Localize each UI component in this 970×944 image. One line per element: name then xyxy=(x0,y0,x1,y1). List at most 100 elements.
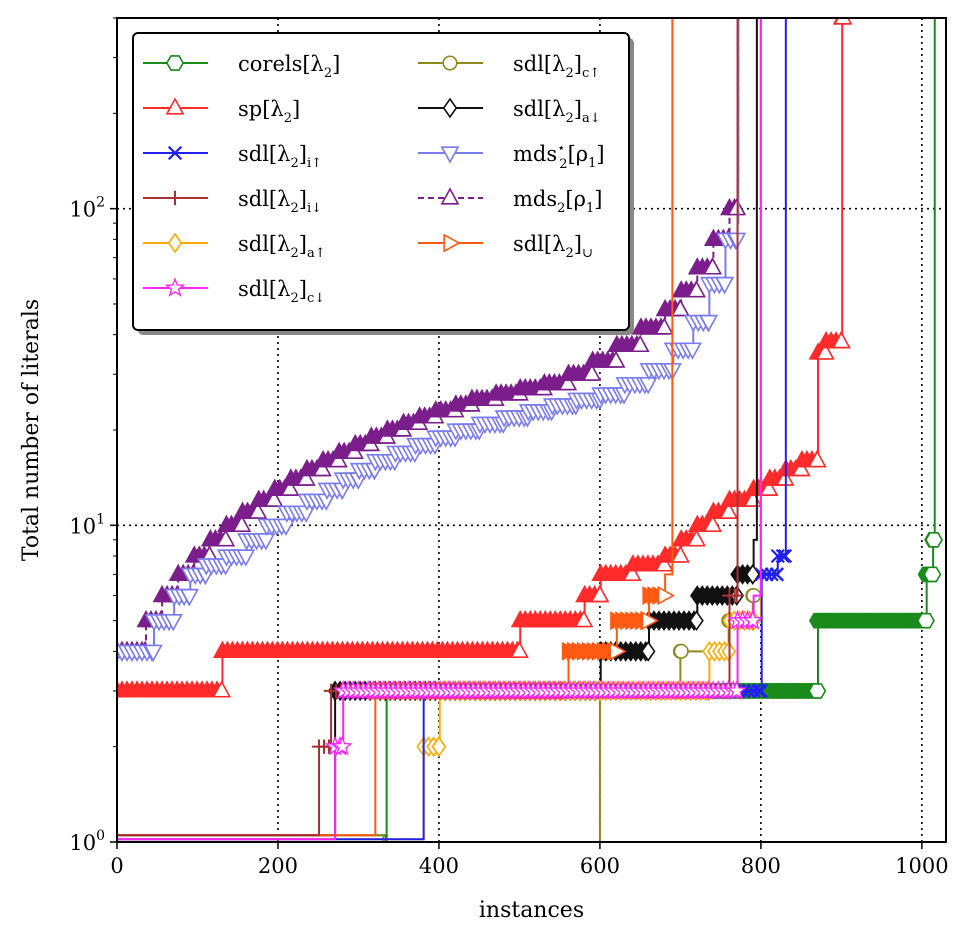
legend-box xyxy=(132,32,630,331)
legend-item: sdl[λ2]i↑ xyxy=(143,142,322,171)
data-point xyxy=(657,586,675,606)
legend-marker xyxy=(165,97,185,115)
legend-marker xyxy=(442,97,458,119)
legend-label: sp[λ2] xyxy=(238,97,300,126)
data-point xyxy=(654,554,674,572)
data-point xyxy=(312,458,332,477)
legend-marker xyxy=(440,146,460,164)
legend-item: corels[λ2] xyxy=(143,52,340,81)
series-markers xyxy=(117,18,853,698)
series-sp[λ2] xyxy=(117,18,853,698)
y-axis-title: Total number of literals xyxy=(19,299,44,561)
data-point xyxy=(689,610,704,632)
legend-label: sdl[λ2]i↓ xyxy=(238,187,322,216)
data-point xyxy=(280,478,300,496)
legend-item: sdl[λ2]a↑ xyxy=(143,232,326,261)
legend-marker xyxy=(167,190,183,206)
data-point xyxy=(582,363,602,381)
legend-label: corels[λ2] xyxy=(238,52,340,81)
data-point xyxy=(673,643,689,659)
legend-label: mds⋆ 2[ρ1] xyxy=(513,141,605,172)
data-point xyxy=(769,567,785,582)
data-point xyxy=(833,18,853,25)
series-markers xyxy=(324,609,764,756)
data-point xyxy=(212,680,232,698)
legend-marker xyxy=(164,277,186,297)
data-point xyxy=(923,566,942,583)
legend-marker xyxy=(440,187,460,205)
series-mds2[ρ1] xyxy=(117,18,747,658)
data-point xyxy=(759,567,774,582)
legend-marker xyxy=(442,55,458,71)
data-point xyxy=(916,612,935,629)
legend-label: sdl[λ2]c↓ xyxy=(238,277,325,306)
data-point xyxy=(808,683,827,699)
data-point xyxy=(729,588,744,603)
legend-label: mds2[ρ1] xyxy=(513,187,602,216)
data-point xyxy=(641,611,659,631)
data-point xyxy=(654,317,674,335)
data-point xyxy=(759,478,779,496)
x-tick-label: 800 xyxy=(741,854,781,878)
data-point xyxy=(590,584,610,603)
data-point xyxy=(232,514,252,532)
data-point xyxy=(699,314,719,333)
legend-item: sdl[λ2]a↓ xyxy=(418,97,601,126)
data-point xyxy=(248,501,268,519)
data-point xyxy=(670,298,690,317)
legend-marker xyxy=(167,145,183,161)
data-point xyxy=(606,350,626,368)
data-point xyxy=(683,342,702,360)
legend-item: mds⋆ 2[ρ1] xyxy=(418,141,605,172)
data-point xyxy=(574,609,594,628)
legend-item: sdl[λ2]c↑ xyxy=(418,52,600,81)
data-point xyxy=(609,641,627,661)
legend-label: sdl[λ2]∪ xyxy=(513,232,593,261)
data-point xyxy=(807,450,827,468)
x-tick-label: 600 xyxy=(580,854,620,878)
legend-label: sdl[λ2]a↓ xyxy=(513,97,601,126)
data-point xyxy=(332,735,353,756)
y-tick-label: 102 xyxy=(69,195,105,222)
data-point xyxy=(777,548,793,564)
legend-marker xyxy=(165,55,185,71)
data-point xyxy=(715,276,735,295)
legend-item: sdl[λ2]i↓ xyxy=(143,187,322,216)
data-point xyxy=(703,257,723,275)
data-point xyxy=(764,567,779,582)
series-markers xyxy=(117,232,747,663)
data-point xyxy=(296,468,316,486)
legend-marker xyxy=(443,233,461,253)
x-tick-label: 400 xyxy=(419,854,459,878)
legend-label: sdl[λ2]i↑ xyxy=(238,142,322,171)
x-tick-label: 1000 xyxy=(895,854,948,878)
data-point xyxy=(719,501,739,519)
data-point xyxy=(753,683,768,698)
data-point xyxy=(264,489,284,507)
data-point xyxy=(703,514,723,532)
legend-item: sdl[λ2]c↓ xyxy=(143,277,325,306)
legend-item: mds2[ρ1] xyxy=(418,187,602,216)
series-markers xyxy=(117,197,747,658)
data-point xyxy=(924,532,943,548)
data-point xyxy=(163,614,183,632)
data-point xyxy=(216,529,236,547)
data-point xyxy=(745,563,761,585)
data-point xyxy=(622,563,642,582)
legend: corels[λ2] sp[λ2] sdl[λ2]i↑ sdl[λ2]i↓ sdl[λ2… xyxy=(132,32,634,335)
data-point xyxy=(179,588,199,607)
data-point xyxy=(831,331,851,349)
x-tick-label: 0 xyxy=(110,854,123,878)
data-point xyxy=(670,545,690,563)
data-point xyxy=(687,529,706,547)
legend-marker xyxy=(167,232,183,254)
series-layer xyxy=(117,18,943,842)
series-sdl[λ2]c↓ xyxy=(117,18,764,841)
data-point xyxy=(815,342,835,360)
data-point xyxy=(509,640,529,658)
y-tick-label: 100 xyxy=(69,828,105,855)
data-point xyxy=(687,280,706,298)
legend-label: sdl[λ2]a↑ xyxy=(238,232,326,261)
data-point xyxy=(640,640,656,662)
